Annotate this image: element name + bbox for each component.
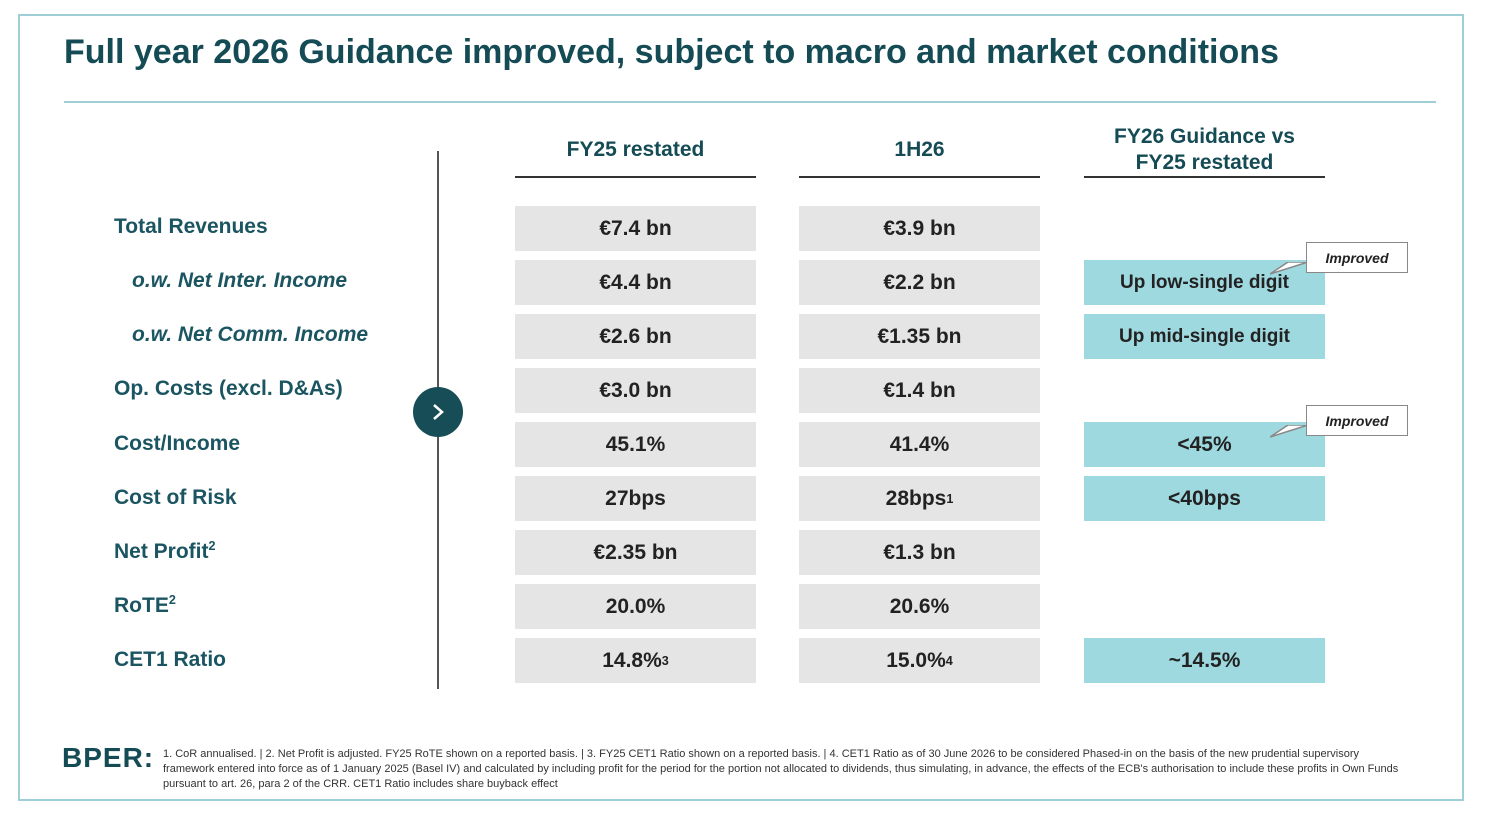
row-label: Op. Costs (excl. D&As): [114, 377, 343, 400]
column-header-guidance: FY26 Guidance vs FY25 restated: [1084, 124, 1325, 176]
row-label: Cost of Risk: [114, 486, 237, 509]
column-rule-1h26: [799, 176, 1040, 178]
cell-fy25: €7.4 bn: [515, 206, 756, 251]
cell-1h26: 28bps 1: [799, 476, 1040, 521]
column-rule-guidance: [1084, 176, 1325, 178]
row-label: Total Revenues: [114, 215, 268, 238]
cell-fy25: 14.8% 3: [515, 638, 756, 683]
cell-1h26: 20.6%: [799, 584, 1040, 629]
cell-guidance: ~14.5%: [1084, 638, 1325, 683]
footnote-marker: 2: [208, 539, 216, 553]
column-rule-fy25: [515, 176, 756, 178]
cell-1h26: €3.9 bn: [799, 206, 1040, 251]
cell-1h26: €1.3 bn: [799, 530, 1040, 575]
cell-fy25: €4.4 bn: [515, 260, 756, 305]
row-label: Cost/Income: [114, 432, 241, 455]
improved-callout: Improved: [1306, 405, 1408, 436]
cell-1h26: 15.0% 4: [799, 638, 1040, 683]
row-label: o.w. Net Comm. Income: [132, 323, 369, 346]
cell-1h26: €2.2 bn: [799, 260, 1040, 305]
cell-fy25: €2.6 bn: [515, 314, 756, 359]
cell-1h26: 41.4%: [799, 422, 1040, 467]
row-label: CET1 Ratio: [114, 648, 227, 671]
column-header-guidance-line2: FY25 restated: [1135, 151, 1274, 174]
column-header-guidance-line1: FY26 Guidance vs: [1114, 125, 1295, 148]
cell-fy25: €3.0 bn: [515, 368, 756, 413]
cell-1h26: €1.4 bn: [799, 368, 1040, 413]
cell-1h26: €1.35 bn: [799, 314, 1040, 359]
row-label: Net Profit2: [114, 539, 216, 563]
footnote-marker: 2: [168, 593, 176, 607]
page-title: Full year 2026 Guidance improved, subjec…: [64, 33, 1279, 71]
cell-guidance: <40bps: [1084, 476, 1325, 521]
bper-logo: BPER:: [62, 742, 155, 773]
cell-fy25: 20.0%: [515, 584, 756, 629]
cell-fy25: 27bps: [515, 476, 756, 521]
cell-fy25: €2.35 bn: [515, 530, 756, 575]
row-label: o.w. Net Inter. Income: [132, 269, 348, 292]
column-header-fy25: FY25 restated: [566, 138, 705, 161]
slide-frame: [18, 14, 1464, 801]
cell-fy25: 45.1%: [515, 422, 756, 467]
callout-tail: [1270, 262, 1309, 275]
chevron-right-icon: [413, 387, 463, 437]
title-divider: [64, 101, 1436, 103]
column-header-1h26: 1H26: [894, 138, 945, 161]
callout-tail: [1270, 425, 1309, 438]
footnote: 1. CoR annualised. | 2. Net Profit is ad…: [163, 748, 1399, 790]
cell-guidance: Up mid-single digit: [1084, 314, 1325, 359]
improved-callout: Improved: [1306, 242, 1408, 273]
row-label: RoTE2: [114, 593, 176, 617]
